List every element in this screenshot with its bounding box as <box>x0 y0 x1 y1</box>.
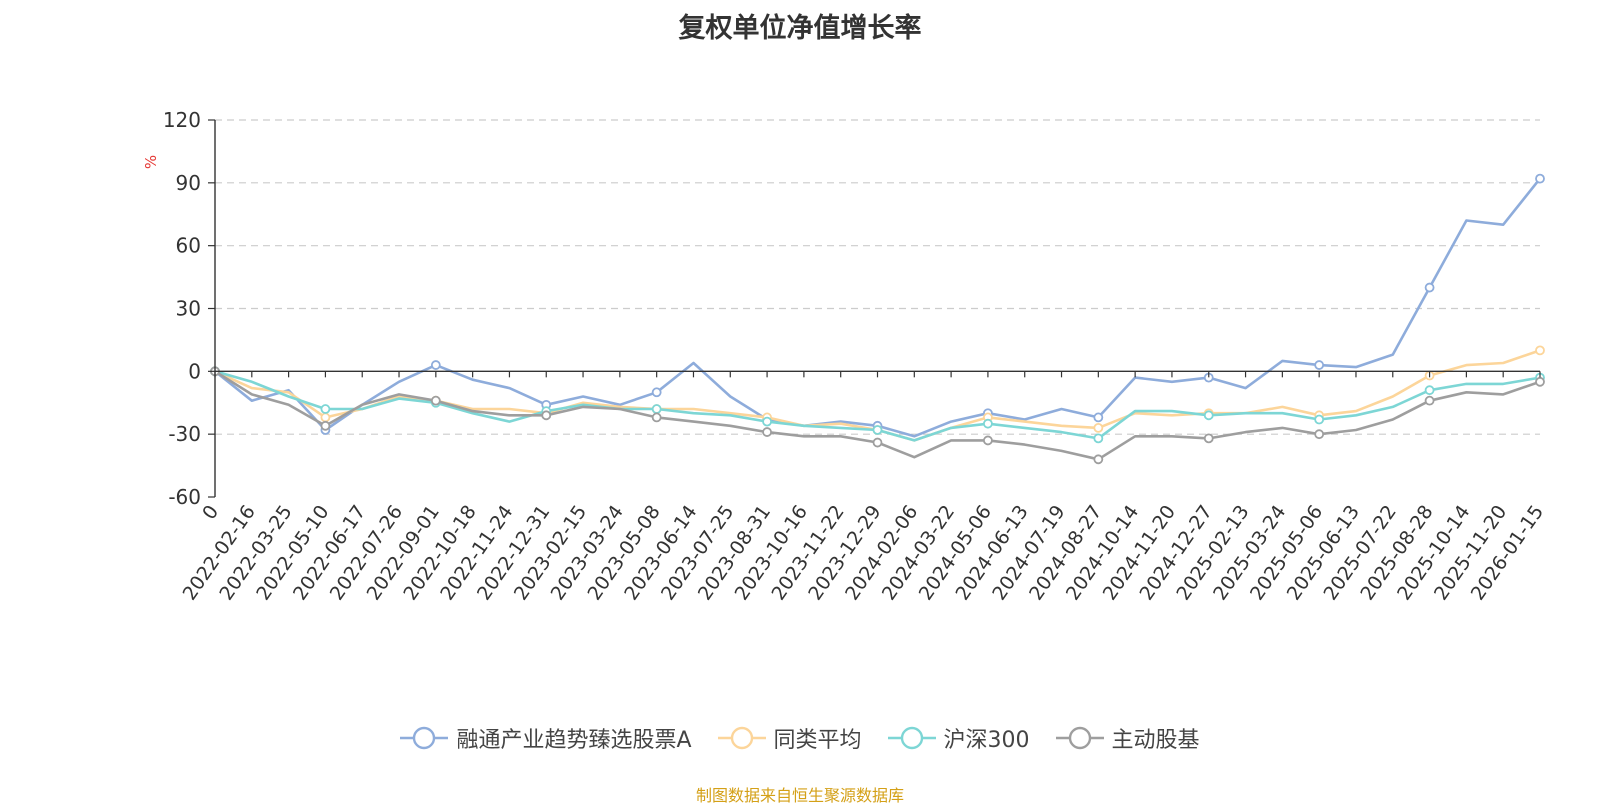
legend-item[interactable]: 沪深300 <box>887 722 1030 754</box>
legend-item[interactable]: 主动股基 <box>1055 722 1200 754</box>
data-point <box>430 395 441 406</box>
data-point <box>1093 433 1104 444</box>
y-tick-label: -30 <box>168 422 201 446</box>
data-point <box>1424 282 1435 293</box>
legend-marker-icon <box>887 726 936 750</box>
data-point <box>430 360 441 370</box>
grid-lines <box>215 119 1540 435</box>
data-point <box>1203 410 1214 421</box>
legend: 融通产业趋势臻选股票A 同类平均 沪深300 主动股基 <box>0 722 1600 754</box>
data-point <box>651 404 662 414</box>
y-tick-label: 90 <box>176 171 201 195</box>
data-point <box>872 425 883 435</box>
y-tick-label: -60 <box>168 485 201 509</box>
legend-label: 主动股基 <box>1111 728 1200 753</box>
data-point <box>651 412 662 423</box>
data-point <box>1535 173 1545 184</box>
data-point <box>1424 385 1435 396</box>
data-point <box>872 437 883 448</box>
data-point <box>1535 376 1545 387</box>
legend-label: 沪深300 <box>943 728 1030 753</box>
legend-item[interactable]: 融通产业趋势臻选股票A <box>400 722 692 754</box>
data-point <box>320 412 331 423</box>
data-point <box>1314 360 1325 370</box>
data-point <box>1093 422 1104 433</box>
legend-marker-icon <box>717 726 766 750</box>
legend-label: 融通产业趋势臻选股票A <box>456 728 692 753</box>
data-point <box>983 435 993 446</box>
data-point <box>541 410 552 421</box>
data-point <box>1424 395 1435 406</box>
source-note: 制图数据来自恒生聚源数据库 <box>695 786 904 805</box>
series-layer <box>210 173 1545 465</box>
y-tick-label: 120 <box>163 108 201 132</box>
data-point <box>1203 433 1214 444</box>
data-point <box>1314 429 1325 440</box>
y-tick-label: 60 <box>176 234 201 258</box>
data-point <box>320 420 331 431</box>
data-point <box>320 404 331 414</box>
data-point <box>1535 345 1545 356</box>
legend-label: 同类平均 <box>773 728 862 753</box>
data-point <box>1093 412 1104 423</box>
data-point <box>1093 454 1104 465</box>
line-chart: 1209060300-30-6002022-02-162022-03-25202… <box>142 108 1548 604</box>
y-tick-label: 0 <box>188 359 201 383</box>
series-3 <box>210 366 1545 465</box>
data-point <box>1314 414 1325 425</box>
legend-marker-icon <box>400 726 449 750</box>
data-point <box>983 418 993 429</box>
legend-marker-icon <box>1055 726 1104 750</box>
y-axis-label: % <box>142 155 160 169</box>
y-tick-label: 30 <box>176 297 201 321</box>
data-point <box>762 416 772 427</box>
data-point <box>651 387 662 398</box>
chart-title: 复权单位净值增长率 <box>678 13 922 44</box>
x-tick-label: 0 <box>198 501 223 524</box>
data-point <box>762 427 772 437</box>
legend-item[interactable]: 同类平均 <box>717 722 862 754</box>
